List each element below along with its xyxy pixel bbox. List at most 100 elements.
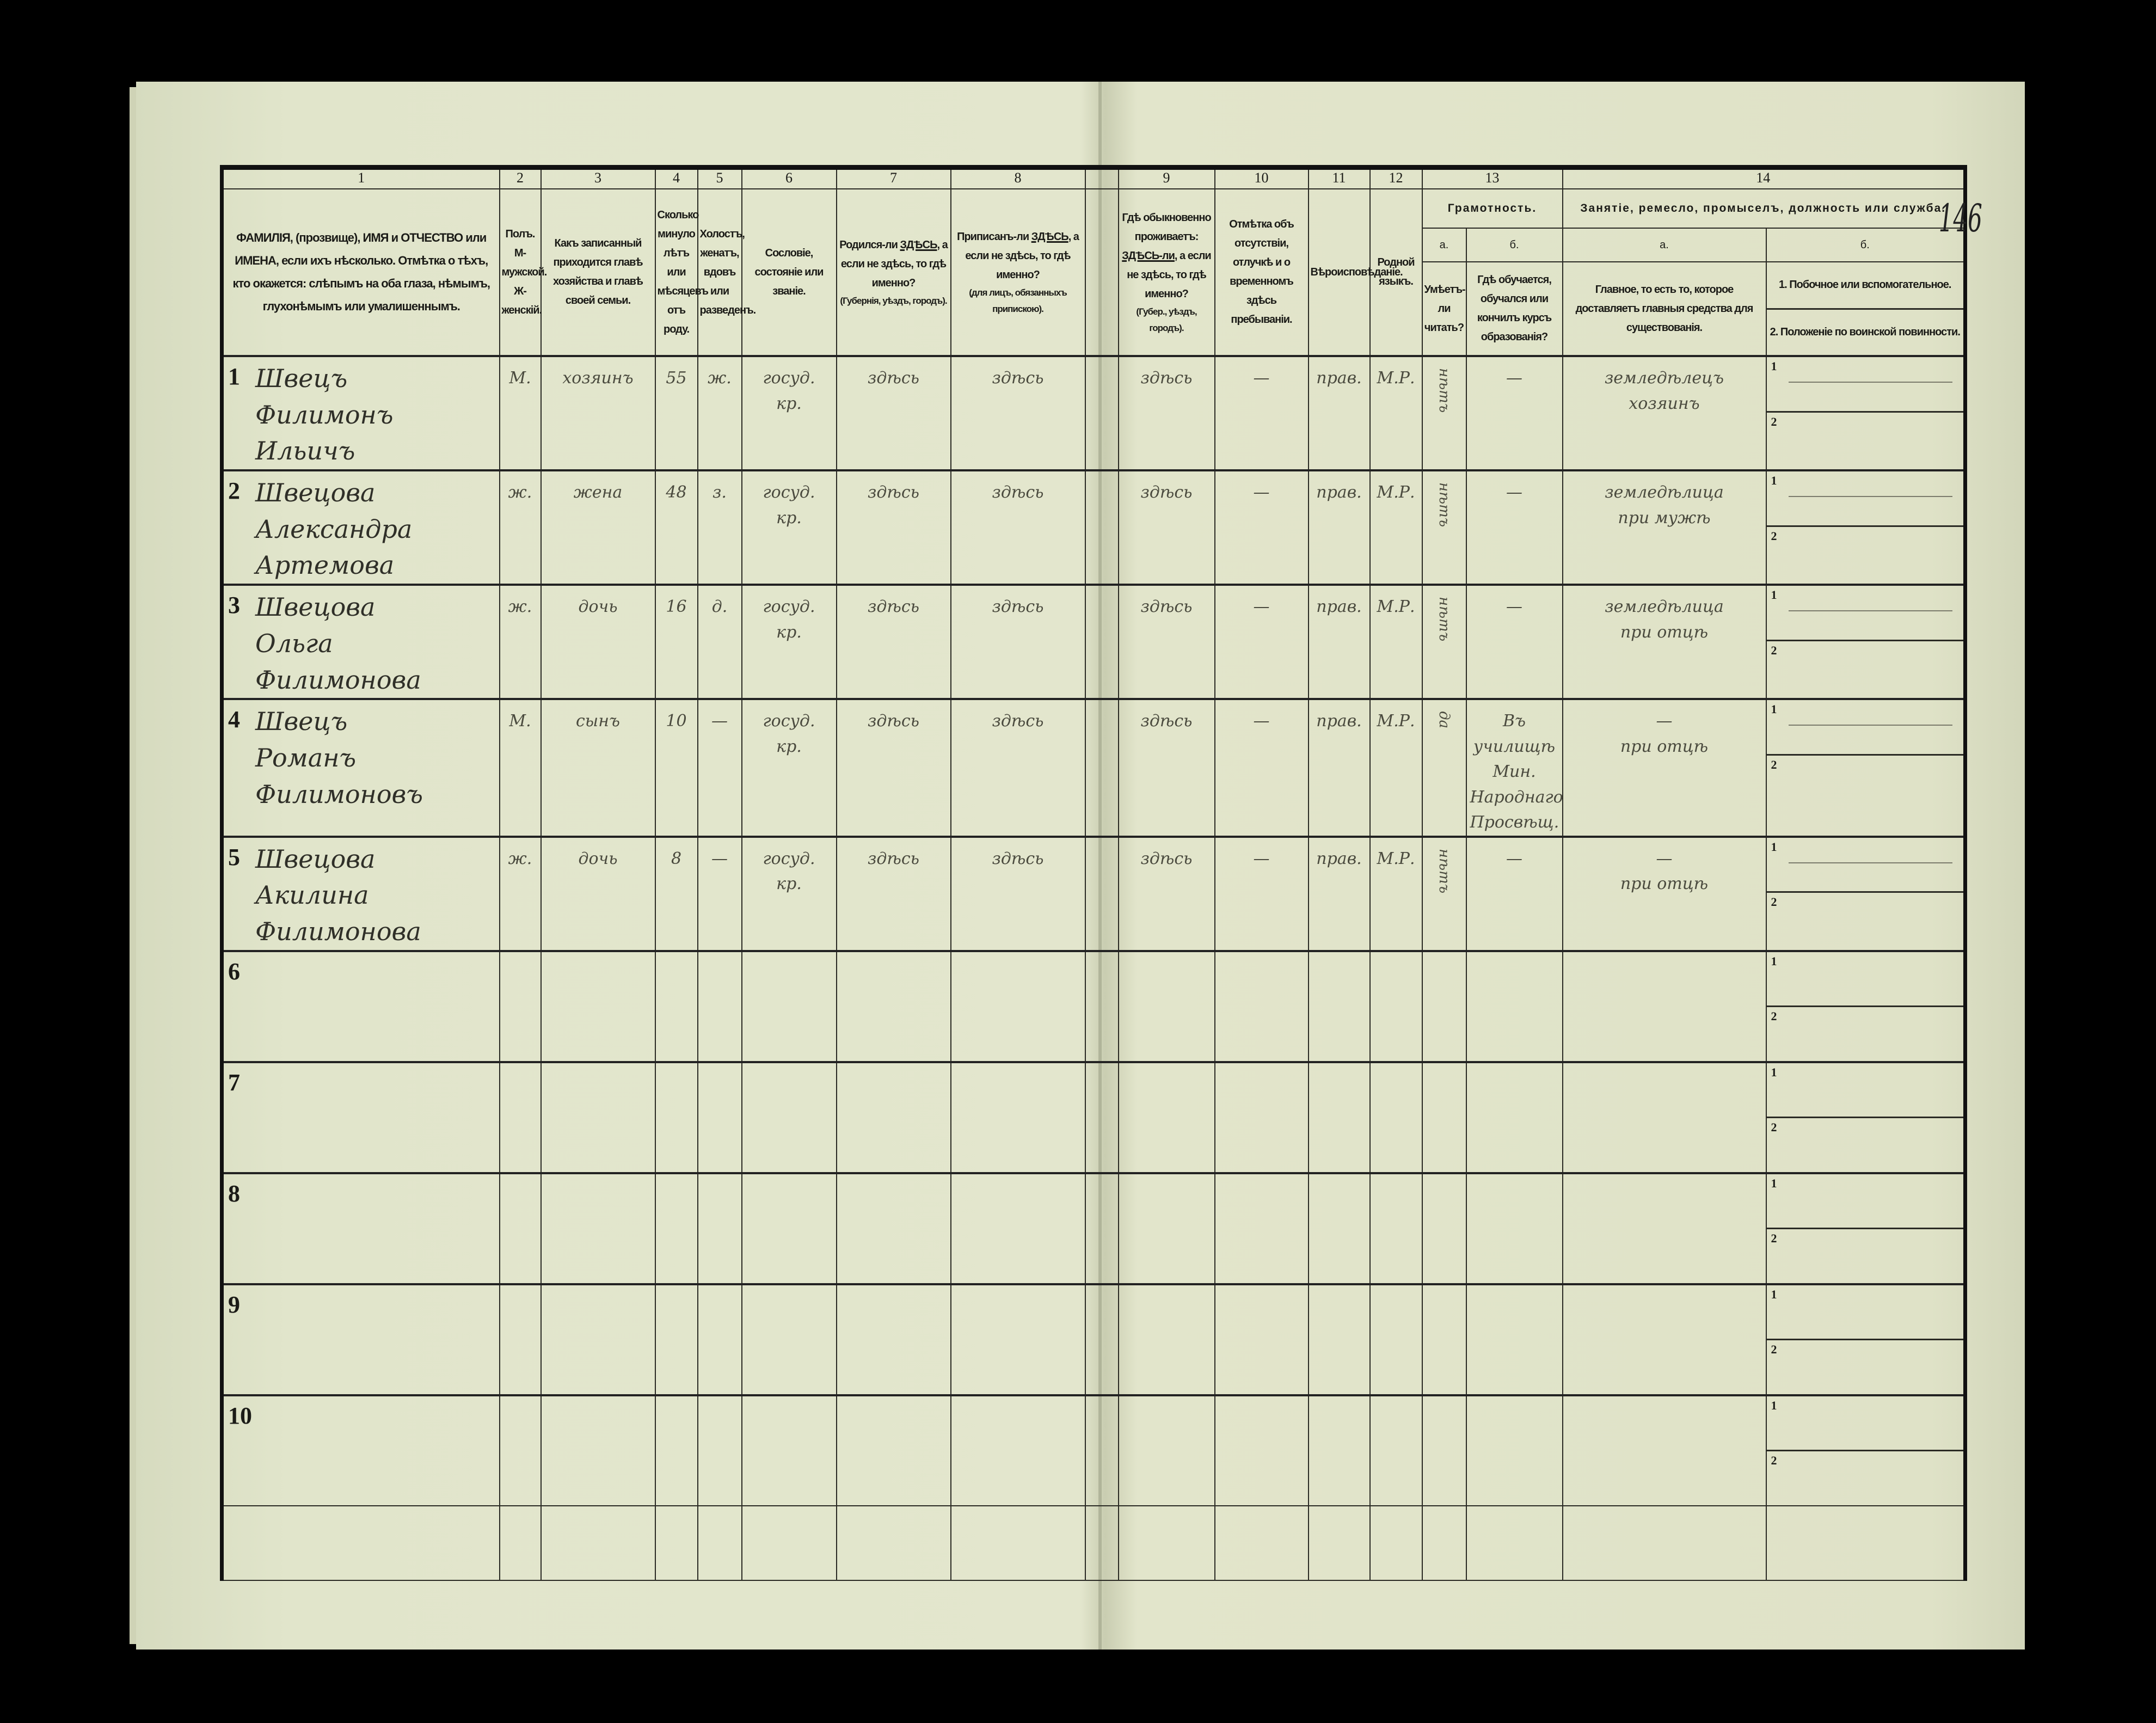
cell-content: нѣтъ [1423, 838, 1466, 950]
can-read-value: нѣтъ [1436, 368, 1453, 413]
birthplace-value: здѣсь [868, 712, 919, 731]
absence-value: — [1253, 712, 1270, 731]
estate-cell: госуд. кр. [741, 469, 837, 586]
absence-cell: — [1214, 698, 1309, 837]
sex-cell [499, 1172, 542, 1285]
cell-content: нѣтъ [1423, 586, 1466, 698]
absence-cell [1214, 1283, 1309, 1396]
estate-value: госуд. кр. [763, 597, 815, 642]
header-relation: Какъ записанный приходится главѣ хозяйст… [540, 188, 656, 357]
residence-cell [1117, 949, 1215, 1063]
cell-content [1215, 1396, 1308, 1505]
absence-cell [1214, 949, 1309, 1063]
cell-content: — при отцѣ [1563, 838, 1766, 950]
age-value: 55 [666, 369, 687, 388]
residence-value: здѣсь [1140, 483, 1193, 502]
sub-line-1: 1 [1766, 471, 1963, 527]
gutter-cell [1084, 167, 1119, 189]
sex-cell: ж. [499, 469, 542, 586]
age-cell: 8 [654, 835, 698, 952]
name-value: Швецъ Филимонъ Ильичъ [255, 364, 394, 466]
cell-content [500, 1174, 540, 1283]
cell-content [656, 952, 697, 1061]
col-num: 7 [836, 167, 951, 189]
age-value: 10 [666, 712, 687, 731]
name-cell: 6 [221, 949, 500, 1063]
education-cell [1465, 1283, 1563, 1396]
header-marital: Холостъ, женатъ, вдовъ или разведенъ. [697, 188, 756, 357]
cell-content: 3 Швецова Ольга Филимонова [224, 586, 499, 698]
residence-cell: здѣсь [1117, 469, 1215, 586]
marital-cell [697, 1172, 742, 1285]
sub-line-2: 2 [1767, 527, 1964, 581]
absence-value: — [1253, 483, 1270, 502]
cell-content: госуд. кр. [742, 471, 836, 584]
absence-cell: — [1214, 354, 1309, 471]
cell-content: — [1215, 586, 1308, 698]
religion-value: прав. [1316, 369, 1362, 388]
header-religion: Вѣроисповѣданіе. [1307, 188, 1403, 357]
cell-content: 8 [224, 1174, 499, 1283]
estate-cell: госуд. кр. [741, 835, 837, 952]
religion-value: прав. [1316, 712, 1362, 731]
row-number: 6 [228, 958, 240, 985]
sex-value: М. [509, 712, 531, 731]
cell-content [742, 1396, 836, 1505]
cell-content: 2 Швецова Александра Артемова [224, 471, 499, 584]
residence-value: здѣсь [1140, 597, 1193, 617]
absence-cell: — [1214, 835, 1309, 952]
cell-content: М.Р. [1371, 471, 1422, 584]
can-read-cell: нѣтъ [1421, 354, 1467, 471]
cell-content: М.Р. [1371, 586, 1422, 698]
sub-line-2: 2 [1767, 1340, 1964, 1394]
registered-value: здѣсь [992, 369, 1044, 388]
header-side-occupation: 1. Побочное или вспомогательное. [1766, 262, 1963, 310]
language-cell: М.Р. [1369, 584, 1423, 700]
residence-cell [1117, 1283, 1215, 1396]
page-number: 146 [1938, 196, 1982, 241]
occupation-cell: — при отцѣ [1562, 835, 1767, 952]
absence-value: — [1253, 369, 1270, 388]
relation-cell [540, 1283, 656, 1396]
header-military: 2. Положеніе по воинской повинности. [1770, 326, 1961, 338]
header-age: Сколько минуло лѣтъ или мѣсяцевъ отъ род… [654, 188, 709, 357]
marital-cell: д. [697, 584, 742, 700]
education-cell [1465, 949, 1563, 1063]
registered-value: здѣсь [992, 597, 1044, 617]
can-read-cell: нѣтъ [1421, 584, 1467, 700]
marital-value: з. [712, 483, 727, 502]
gutter-cell [1084, 1283, 1119, 1396]
birthplace-cell: здѣсь [836, 469, 951, 586]
language-value: М.Р. [1377, 369, 1415, 388]
registered-cell [950, 1172, 1086, 1285]
occupation-value: — при отцѣ [1620, 849, 1709, 894]
name-cell: 7 [221, 1060, 500, 1174]
marital-cell [697, 949, 742, 1063]
col-num: 6 [741, 167, 837, 189]
sex-value: М. [509, 369, 531, 388]
cell-content [1467, 1063, 1562, 1172]
cell-content: госуд. кр. [742, 700, 836, 836]
sub-line-1: 1 [1766, 1174, 1963, 1230]
cell-content [1371, 952, 1422, 1061]
cell-content [500, 952, 540, 1061]
header-sex: Полъ. М-мужской. Ж-женскій. [499, 188, 547, 357]
education-value: — [1506, 849, 1522, 868]
cell-content: — [1467, 838, 1562, 950]
row-number: 5 [228, 843, 240, 870]
cell-content: 4 Швецъ Романъ Филимоновъ [224, 700, 499, 836]
cell-content: дочь [542, 838, 655, 950]
religion-cell: прав. [1307, 469, 1371, 586]
education-cell: Въ училищѣ Мин. Народнаго Просвѣщ. [1465, 698, 1563, 837]
estate-value: госуд. кр. [763, 849, 815, 894]
cell-content: 7 [224, 1063, 499, 1172]
t: , а если не здѣсь, то гдѣ именно? [1127, 249, 1212, 300]
religion-cell [1307, 1394, 1371, 1506]
table-row: 3 Швецова Ольга Филимонова ж. дочь 16 д. госуд… [221, 584, 1966, 700]
dash-mark [1788, 725, 1952, 726]
label-13a: а. [1421, 228, 1467, 262]
gutter-cell [1084, 835, 1119, 952]
